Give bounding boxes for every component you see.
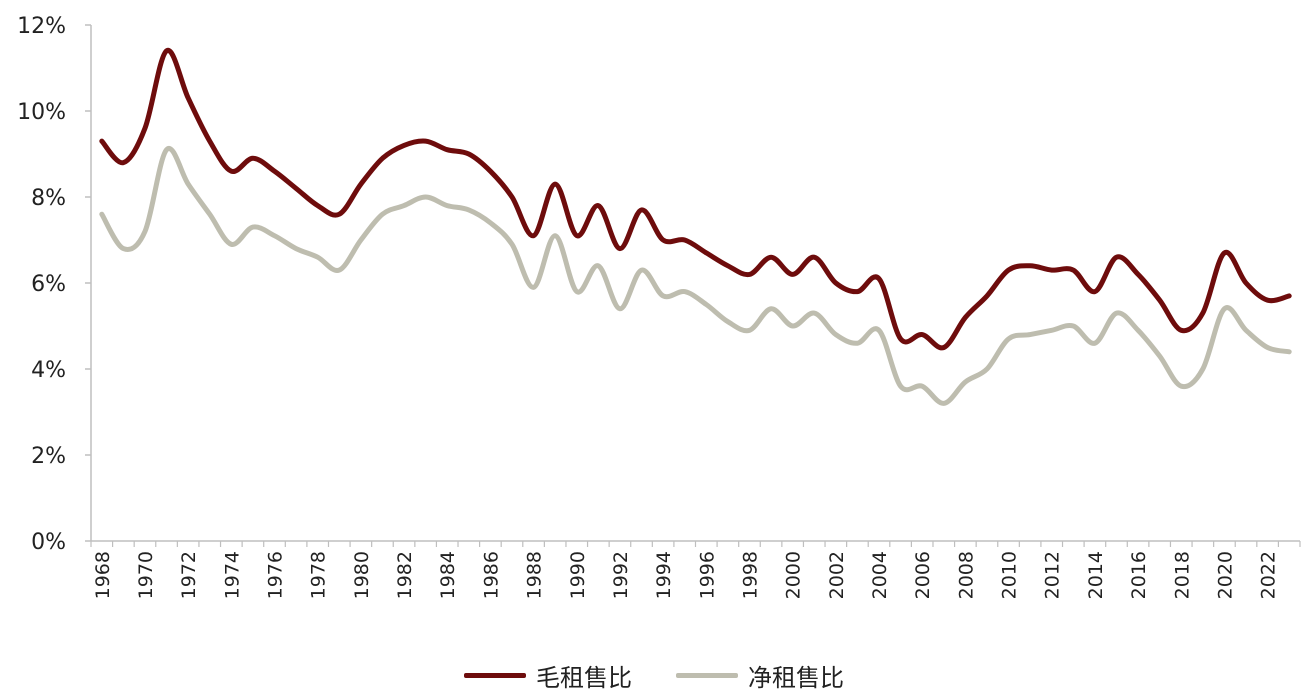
x-tick-label: 1998	[739, 551, 761, 599]
x-tick-label: 2010	[999, 551, 1021, 599]
y-tick-label: 0%	[31, 530, 66, 555]
x-tick-label: 2006	[912, 551, 934, 599]
y-tick-label: 10%	[17, 100, 66, 125]
x-tick-label: 2016	[1128, 551, 1150, 599]
x-tick-label: 2022	[1258, 551, 1280, 599]
x-tick-label: 1994	[653, 551, 675, 599]
x-axis: 1968 1970 1972 1974 1976 1978 1980 1982 1984 1986…	[90, 540, 1301, 599]
x-tick-label: 1986	[480, 551, 502, 599]
y-tick-label: 6%	[31, 272, 66, 297]
x-tick-label: 1978	[308, 551, 330, 599]
legend-label-gross: 毛租售比	[536, 663, 632, 692]
x-tick-label: 2012	[1042, 551, 1064, 599]
y-tick-label: 4%	[31, 358, 66, 383]
line-chart: 0% 2% 4% 6% 8% 10% 12% 1968 1970 1972 1974 1976 197…	[17, 14, 1301, 599]
y-tick-label: 2%	[31, 444, 66, 469]
legend-item-net: 净租售比	[676, 658, 844, 693]
legend-swatch-gross	[464, 672, 526, 678]
x-tick-label: 1996	[696, 551, 718, 599]
x-tick-label: 1990	[567, 551, 589, 599]
x-tick-label: 1988	[524, 551, 546, 599]
series-line-net	[99, 145, 1292, 406]
legend-label-net: 净租售比	[748, 663, 844, 692]
y-tick-label: 12%	[17, 14, 66, 39]
x-tick-label: 2008	[955, 551, 977, 599]
x-tick-label: 1984	[437, 551, 459, 599]
series-line-gross	[99, 48, 1292, 351]
y-axis: 0% 2% 4% 6% 8% 10% 12%	[17, 14, 92, 555]
x-tick-label: 2004	[869, 551, 891, 599]
legend: 毛租售比 净租售比	[0, 655, 1308, 695]
x-tick-label: 1970	[135, 551, 157, 599]
series-layer	[99, 48, 1292, 406]
x-tick-label: 2002	[826, 551, 848, 599]
x-tick-label: 1976	[265, 551, 287, 599]
x-tick-label: 1972	[178, 551, 200, 599]
y-tick-label: 8%	[31, 186, 66, 211]
x-tick-label: 1982	[394, 551, 416, 599]
legend-item-gross: 毛租售比	[464, 658, 632, 693]
x-tick-label: 1980	[351, 551, 373, 599]
x-tick-label: 1974	[221, 551, 243, 599]
x-tick-label: 2018	[1171, 551, 1193, 599]
x-tick-label: 2020	[1214, 551, 1236, 599]
x-tick-label: 1968	[92, 551, 114, 599]
legend-swatch-net	[676, 672, 738, 678]
x-tick-label: 2014	[1085, 551, 1107, 599]
x-tick-label: 2000	[783, 551, 805, 599]
x-tick-label: 1992	[610, 551, 632, 599]
